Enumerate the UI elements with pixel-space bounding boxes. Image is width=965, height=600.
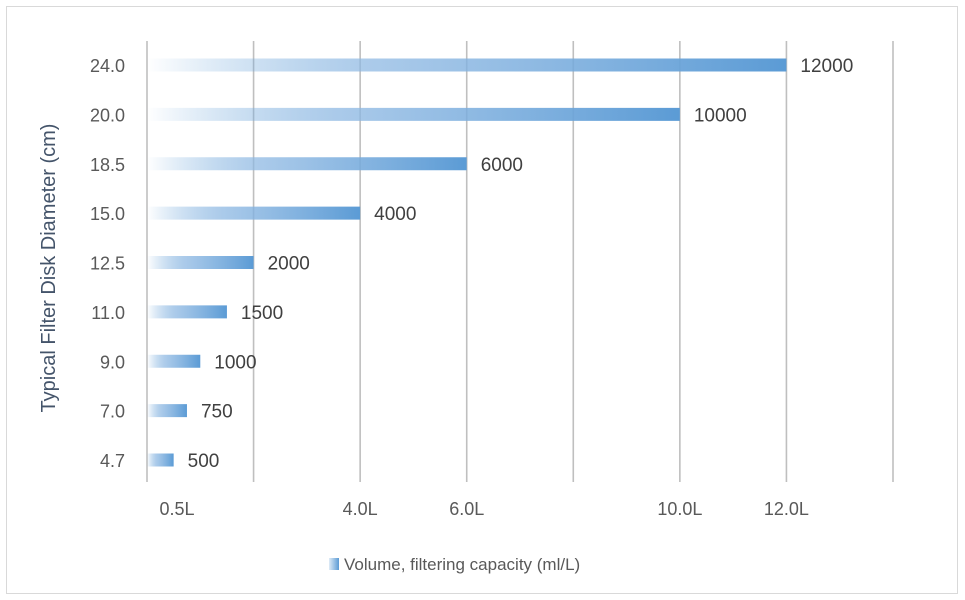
data-label: 12000 — [800, 56, 853, 77]
data-label: 750 — [201, 402, 233, 423]
bar — [147, 256, 254, 269]
bars — [147, 58, 787, 467]
x-tick-label: 6.0L — [449, 499, 484, 519]
bar — [147, 157, 467, 171]
data-label: 2000 — [268, 254, 310, 275]
y-tick-label: 20.0 — [90, 105, 125, 125]
x-tick-label: 4.0L — [343, 499, 378, 519]
data-label: 4000 — [374, 204, 416, 225]
bar-chart: 500 750 1000 1500 2000 4000 6000 10000 12000 4.7… — [38, 41, 894, 574]
bar — [147, 453, 174, 467]
bar — [147, 354, 201, 368]
x-tick-label: 0.5L — [159, 499, 194, 519]
data-label: 500 — [188, 451, 220, 472]
bar — [147, 305, 227, 319]
legend-swatch — [329, 558, 339, 570]
bar — [147, 58, 787, 72]
x-tick-label: 10.0L — [657, 499, 702, 519]
y-axis-title: Typical Filter Disk Diameter (cm) — [38, 124, 60, 413]
y-tick-label: 18.5 — [90, 155, 125, 175]
y-tick-label: 9.0 — [100, 352, 125, 372]
y-tick-label: 15.0 — [90, 204, 125, 224]
x-axis-ticks: 0.5L 4.0L 6.0L 10.0L 12.0L — [159, 499, 808, 519]
data-label: 1000 — [214, 352, 256, 373]
legend: Volume, filtering capacity (ml/L) — [329, 555, 580, 574]
y-axis-ticks: 4.7 7.0 9.0 11.0 12.5 15.0 18.5 20.0 24.0 — [90, 56, 125, 471]
data-label: 6000 — [481, 155, 523, 176]
data-labels: 500 750 1000 1500 2000 4000 6000 10000 12000 — [188, 56, 854, 472]
data-label: 1500 — [241, 303, 283, 324]
x-tick-label: 12.0L — [764, 499, 809, 519]
chart-frame: 500 750 1000 1500 2000 4000 6000 10000 12000 4.7… — [6, 6, 958, 594]
gridlines — [146, 41, 894, 482]
y-tick-label: 12.5 — [90, 254, 125, 274]
y-tick-label: 11.0 — [91, 303, 125, 323]
y-tick-label: 7.0 — [100, 402, 125, 422]
bar — [147, 206, 361, 220]
legend-label: Volume, filtering capacity (ml/L) — [344, 555, 580, 574]
y-tick-label: 24.0 — [90, 56, 125, 76]
bar — [147, 107, 680, 121]
bar — [147, 404, 187, 418]
y-tick-label: 4.7 — [100, 451, 125, 471]
data-label: 10000 — [694, 105, 747, 126]
